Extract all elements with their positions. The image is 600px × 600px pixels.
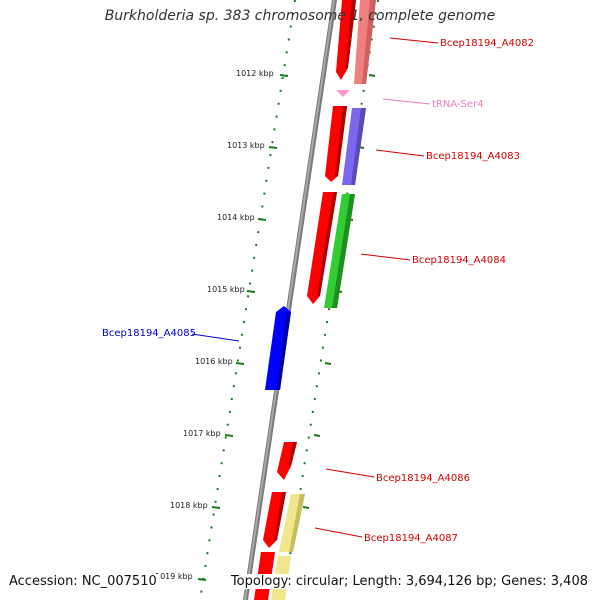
- leader-line: [191, 333, 240, 342]
- tick-label: 1017 kbp: [183, 429, 221, 438]
- tick-label: 1016 kbp: [195, 357, 233, 366]
- tick-label: 1019 kbp: [155, 572, 193, 581]
- gene-label[interactable]: Bcep18194_A4085: [102, 328, 196, 339]
- gene-tRNA-Ser4[interactable]: [336, 90, 350, 97]
- leader-line: [360, 253, 411, 261]
- tick-label: 1012 kbp: [236, 69, 274, 78]
- backbone-shade: [244, 0, 335, 600]
- gene-label[interactable]: Bcep18194_A4084: [412, 255, 506, 266]
- gene-A4083[interactable]: [325, 106, 366, 185]
- gene-label[interactable]: Bcep18194_A4087: [364, 533, 458, 544]
- leader-line: [382, 98, 431, 105]
- tick-label: 1018 kbp: [170, 501, 208, 510]
- topology-text: Topology: circular; Length: 3,694,126 bp…: [228, 574, 590, 589]
- gene-A4087[interactable]: [263, 492, 305, 552]
- leader-line: [375, 149, 425, 157]
- gene-label[interactable]: Bcep18194_A4083: [426, 151, 520, 162]
- leader-line: [325, 468, 375, 478]
- gene-label[interactable]: Bcep18194_A4082: [440, 38, 534, 49]
- map-title: Burkholderia sp. 383 chromosome 1, compl…: [104, 8, 496, 24]
- gene-A4085[interactable]: [265, 306, 291, 390]
- leader-line: [314, 527, 363, 538]
- tick-label: 1013 kbp: [227, 141, 265, 150]
- gene-A4084[interactable]: [307, 192, 355, 308]
- leader-line: [389, 37, 439, 44]
- gene-A4082[interactable]: [336, 0, 376, 84]
- tick-label: 1014 kbp: [217, 213, 255, 222]
- accession-text: Accession: NC_007510: [7, 574, 159, 589]
- tick-label: 1015 kbp: [207, 285, 245, 294]
- gene-label[interactable]: Bcep18194_A4086: [376, 473, 470, 484]
- gene-A4086[interactable]: [277, 442, 297, 480]
- gene-label[interactable]: tRNA-Ser4: [432, 99, 484, 110]
